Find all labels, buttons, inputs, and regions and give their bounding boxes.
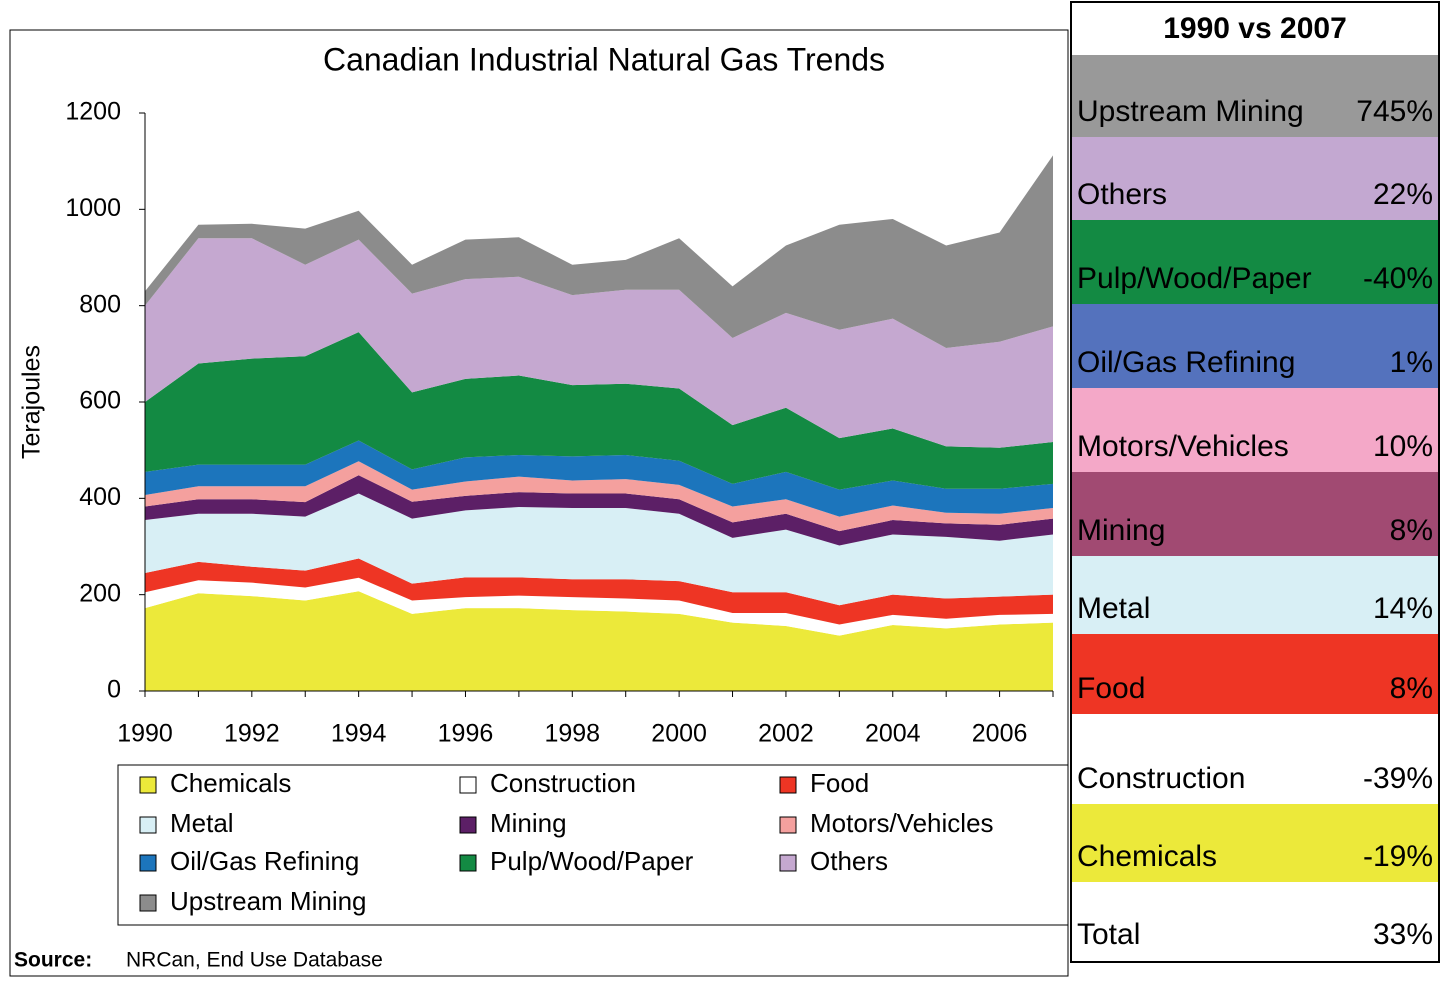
area	[145, 332, 1053, 490]
row-label: Total	[1077, 918, 1140, 951]
x-tick-label: 2000	[651, 720, 707, 748]
legend-swatch	[459, 854, 477, 872]
row-label: Pulp/Wood/Paper	[1077, 262, 1312, 295]
area	[145, 577, 1053, 636]
table-row	[1071, 137, 1439, 220]
legend-swatch	[779, 854, 797, 872]
row-label: Oil/Gas Refining	[1077, 346, 1295, 379]
legend-swatch	[779, 816, 797, 834]
table-row	[1071, 304, 1439, 388]
table-row	[1071, 714, 1439, 804]
x-tick-label: 2002	[758, 720, 814, 748]
x-tick-label: 2004	[865, 720, 921, 748]
row-value: 8%	[1390, 514, 1433, 547]
y-tick-label: 600	[79, 387, 121, 415]
legend-box	[117, 764, 1069, 926]
table-row	[1071, 804, 1439, 882]
table-row	[1071, 388, 1439, 472]
row-value: -39%	[1363, 762, 1433, 795]
y-axis-label: Terajoules	[18, 345, 46, 459]
plot-area	[145, 155, 1053, 691]
row-value: 10%	[1373, 430, 1433, 463]
legend-swatch	[139, 776, 157, 794]
area	[145, 440, 1053, 517]
area	[145, 238, 1053, 448]
row-label: Upstream Mining	[1077, 95, 1304, 128]
area	[145, 558, 1053, 625]
x-tick-label: 1996	[438, 720, 494, 748]
legend-label: Food	[810, 768, 869, 798]
legend-swatch	[459, 816, 477, 834]
y-tick-label: 1200	[65, 98, 121, 126]
source-label: Source:	[14, 949, 92, 972]
row-label: Mining	[1077, 514, 1165, 547]
row-value: 1%	[1390, 346, 1433, 379]
row-label: Others	[1077, 178, 1167, 211]
area	[145, 461, 1053, 532]
area	[145, 493, 1053, 606]
row-label: Construction	[1077, 762, 1245, 795]
row-label: Motors/Vehicles	[1077, 430, 1289, 463]
legend-label: Motors/Vehicles	[810, 808, 994, 838]
chart-title: Canadian Industrial Natural Gas Trends	[323, 41, 885, 77]
row-value: 22%	[1373, 178, 1433, 211]
x-tick-label: 1994	[331, 720, 387, 748]
y-tick-label: 200	[79, 579, 121, 607]
row-label: Food	[1077, 672, 1145, 705]
table-row	[1071, 882, 1439, 960]
legend-label: Construction	[490, 768, 636, 798]
row-value: 14%	[1373, 592, 1433, 625]
row-value: 33%	[1373, 918, 1433, 951]
row-label: Metal	[1077, 592, 1150, 625]
x-tick-label: 1990	[117, 720, 173, 748]
row-value: -19%	[1363, 840, 1433, 873]
x-tick-label: 2006	[972, 720, 1028, 748]
legend-label: Upstream Mining	[170, 886, 367, 916]
legend-swatch	[779, 776, 797, 794]
legend-label: Mining	[490, 808, 567, 838]
table-row	[1071, 220, 1439, 304]
row-value: 8%	[1390, 672, 1433, 705]
summary-table: 1990 vs 2007 Upstream Mining 745% Others 22%…	[1070, 1, 1440, 963]
legend-label: Oil/Gas Refining	[170, 846, 359, 876]
legend-swatch	[139, 854, 157, 872]
y-tick-label: 0	[107, 676, 121, 704]
area	[145, 155, 1053, 349]
table-row	[1071, 634, 1439, 714]
source-text: NRCan, End Use Database	[126, 949, 383, 972]
legend-swatch	[459, 776, 477, 794]
y-tick-label: 400	[79, 483, 121, 511]
row-label: Chemicals	[1077, 840, 1217, 873]
area	[145, 591, 1053, 691]
table-border	[1070, 1, 1440, 963]
y-tick-label: 800	[79, 290, 121, 318]
legend-label: Chemicals	[170, 768, 291, 798]
x-tick-label: 1992	[224, 720, 280, 748]
legend-label: Pulp/Wood/Paper	[490, 846, 694, 876]
row-value: -40%	[1363, 262, 1433, 295]
table-title: 1990 vs 2007	[1163, 12, 1347, 45]
table-row	[1071, 556, 1439, 634]
y-tick-label: 1000	[65, 194, 121, 222]
legend-swatch	[139, 816, 157, 834]
legend-label: Metal	[170, 808, 234, 838]
table-row	[1071, 472, 1439, 556]
legend-swatch	[139, 894, 157, 912]
x-tick-label: 1998	[544, 720, 600, 748]
area	[145, 475, 1053, 546]
table-row	[1071, 55, 1439, 137]
row-value: 745%	[1356, 95, 1433, 128]
legend-label: Others	[810, 846, 888, 876]
